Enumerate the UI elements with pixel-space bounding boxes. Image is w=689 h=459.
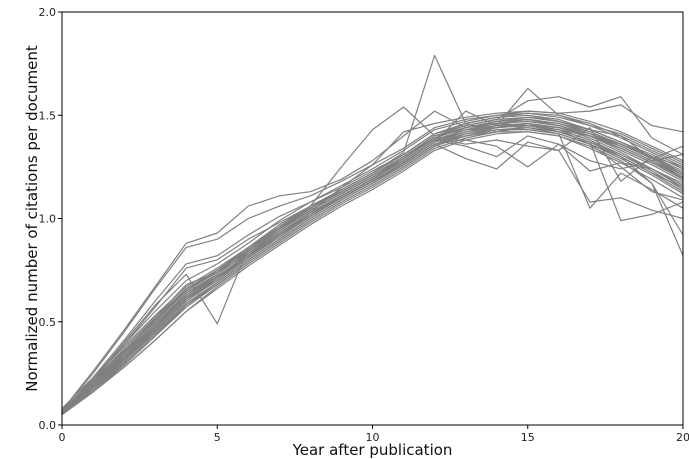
series-line-20 <box>61 118 684 414</box>
series-line-2 <box>61 122 684 416</box>
series-line-25 <box>61 87 684 414</box>
series-line-23 <box>61 106 684 414</box>
series-line-10 <box>61 122 684 416</box>
y-tick-label: 1.5 <box>39 109 57 122</box>
x-tick-label: 0 <box>59 431 66 444</box>
series-line-34 <box>61 139 684 414</box>
y-tick-label: 1.0 <box>39 213 57 226</box>
series-line-32 <box>61 122 684 416</box>
series-line-16 <box>61 116 684 414</box>
x-tick-label: 5 <box>214 431 221 444</box>
series-line-36 <box>61 114 684 412</box>
series-line-12 <box>61 131 684 416</box>
series-line-5 <box>61 112 684 410</box>
x-axis-label: Year after publication <box>292 441 453 459</box>
series-line-21 <box>61 110 684 412</box>
x-tick-label: 20 <box>676 431 689 444</box>
series-line-8 <box>61 129 684 414</box>
y-tick-label: 2.0 <box>39 6 57 19</box>
y-axis-label: Normalized number of citations per docum… <box>23 45 41 392</box>
plot-frame <box>61 11 684 426</box>
series-line-29 <box>61 131 684 416</box>
x-tick-label: 15 <box>521 431 535 444</box>
series-line-7 <box>61 118 684 416</box>
series-line-13 <box>61 118 684 412</box>
series-line-17 <box>61 112 684 414</box>
y-tick-label: 0.0 <box>39 419 57 432</box>
axes-layer <box>61 11 684 426</box>
series-line-35 <box>61 124 684 416</box>
series-line-9 <box>61 114 684 412</box>
series-line-24 <box>61 104 684 416</box>
x-tick-label: 10 <box>366 431 380 444</box>
series-layer <box>61 54 684 416</box>
series-line-19 <box>61 116 684 416</box>
y-tick-label: 0.5 <box>39 316 57 329</box>
series-line-22 <box>61 54 684 416</box>
ticks-layer: 0 5 10 15 20 0.0 0.5 1.0 1.5 2.0 <box>39 6 689 444</box>
series-line-18 <box>61 110 684 412</box>
series-line-33 <box>61 126 684 414</box>
